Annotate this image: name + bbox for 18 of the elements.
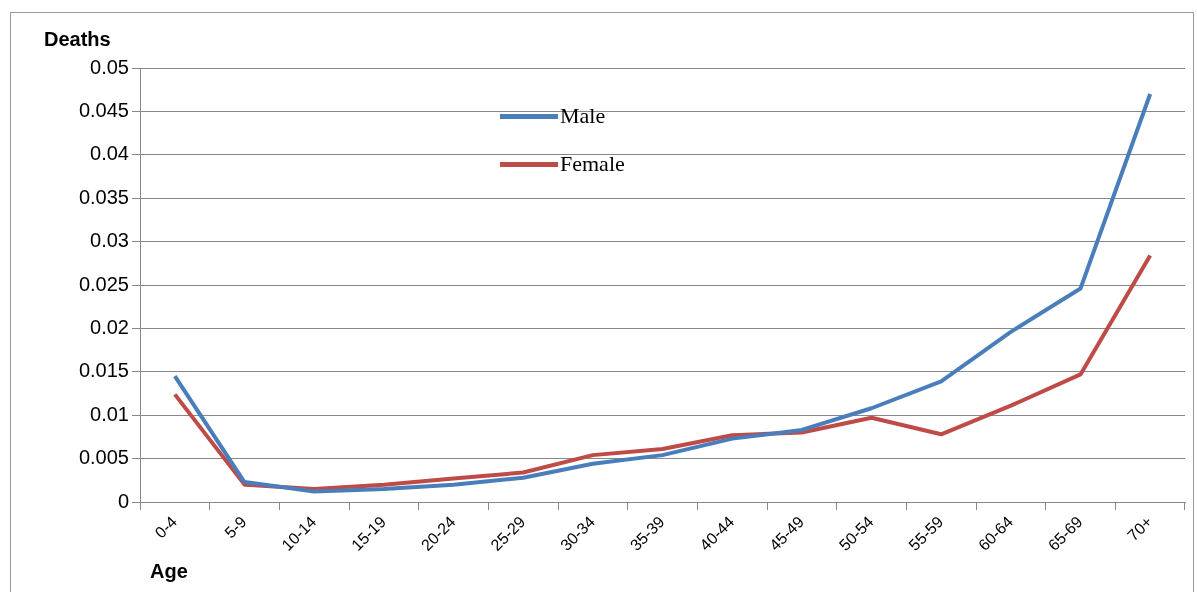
legend-label: Male — [560, 103, 606, 129]
y-tick-label: 0.015 — [78, 359, 129, 382]
x-tick-label: 0-4 — [151, 512, 181, 542]
x-axis-title: Age — [150, 560, 188, 583]
y-tick-label: 0.01 — [90, 402, 129, 425]
x-tick-label: 5-9 — [221, 512, 250, 542]
y-tick-label: 0.045 — [78, 98, 129, 121]
y-tick-label: 0.005 — [78, 446, 129, 469]
y-tick-label: 0.05 — [90, 55, 129, 78]
y-tick-label: 0.02 — [90, 315, 129, 338]
y-tick-label: 0 — [117, 489, 129, 512]
y-tick-label: 0.025 — [78, 272, 129, 295]
legend-label: Female — [560, 151, 625, 177]
y-tick-label: 0.04 — [90, 142, 129, 165]
x-tick-label: 70+ — [1124, 513, 1156, 545]
y-tick-label: 0.03 — [90, 229, 129, 252]
y-axis-title: Deaths — [44, 28, 111, 51]
y-tick-label: 0.035 — [78, 185, 129, 208]
